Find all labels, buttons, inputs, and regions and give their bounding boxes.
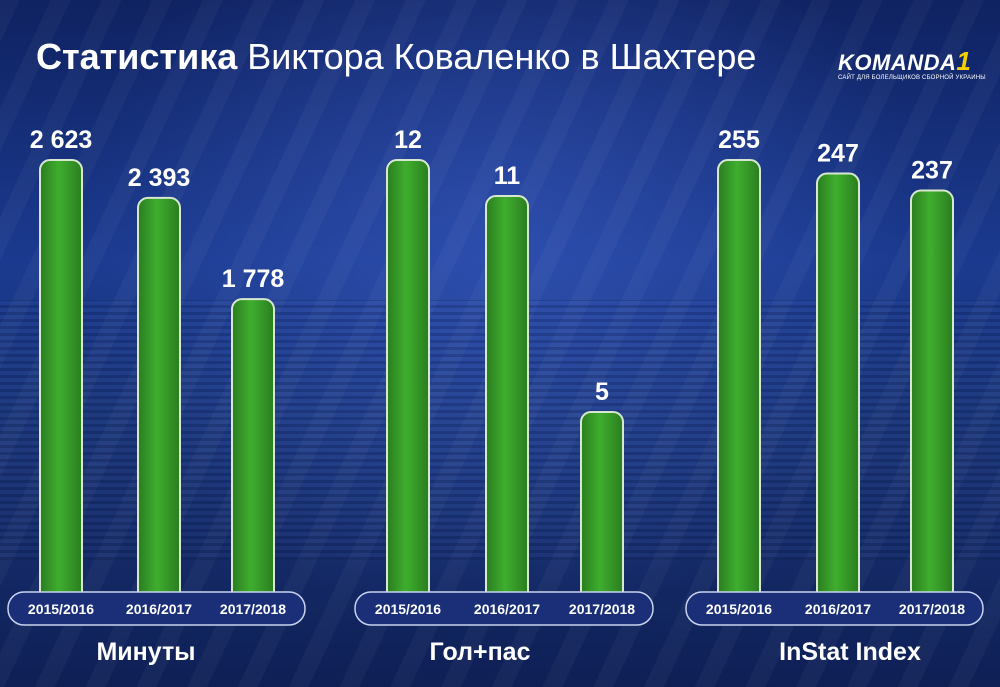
bar-2-0 [717,159,761,607]
value-label-2-2: 237 [911,156,953,184]
logo-number: 1 [956,46,971,76]
komanda-logo: KOMANDA1 САЙТ ДЛЯ БОЛЕЛЬЩИКОВ СБОРНОЙ УК… [838,46,988,81]
bar-1-2 [580,411,624,607]
value-label-1-0: 12 [394,126,422,154]
category-label-0-0: 2015/2016 [28,601,94,617]
category-label-1-0: 2015/2016 [375,601,441,617]
value-label-2-0: 255 [718,126,760,154]
bar-1-1 [485,195,529,607]
value-label-2-1: 247 [817,140,859,168]
value-label-0-0: 2 623 [30,126,93,154]
logo-tagline: САЙТ ДЛЯ БОЛЕЛЬЩИКОВ СБОРНОЙ УКРАИНЫ [838,75,986,81]
category-label-0-2: 2017/2018 [220,601,286,617]
value-label-0-2: 1 778 [222,265,285,293]
value-label-1-2: 5 [595,378,609,406]
bar-1-0 [386,159,430,607]
category-axis-0 [7,591,306,626]
group-label-0: Минуты [96,638,195,666]
category-label-1-1: 2016/2017 [474,601,540,617]
value-label-0-1: 2 393 [128,164,191,192]
group-label-1: Гол+пас [430,638,531,666]
title-bold: Статистика [36,36,238,77]
title-rest: Виктора Коваленко в Шахтере [247,36,757,77]
bar-2-2 [910,189,954,607]
bar-0-0 [39,159,83,607]
bar-2-1 [816,172,860,607]
category-label-1-2: 2017/2018 [569,601,635,617]
logo-name: KOMANDA [838,50,957,75]
category-label-2-0: 2015/2016 [706,601,772,617]
category-label-2-1: 2016/2017 [805,601,871,617]
group-label-2: InStat Index [779,638,921,666]
value-label-1-1: 11 [494,162,521,190]
bar-0-2 [231,298,275,607]
category-axis-1 [354,591,654,626]
category-label-0-1: 2016/2017 [126,601,192,617]
bar-0-1 [137,196,181,608]
category-label-2-2: 2017/2018 [899,601,965,617]
chart-title: Статистика Виктора Коваленко в Шахтере [36,36,756,78]
category-axis-2 [685,591,984,626]
